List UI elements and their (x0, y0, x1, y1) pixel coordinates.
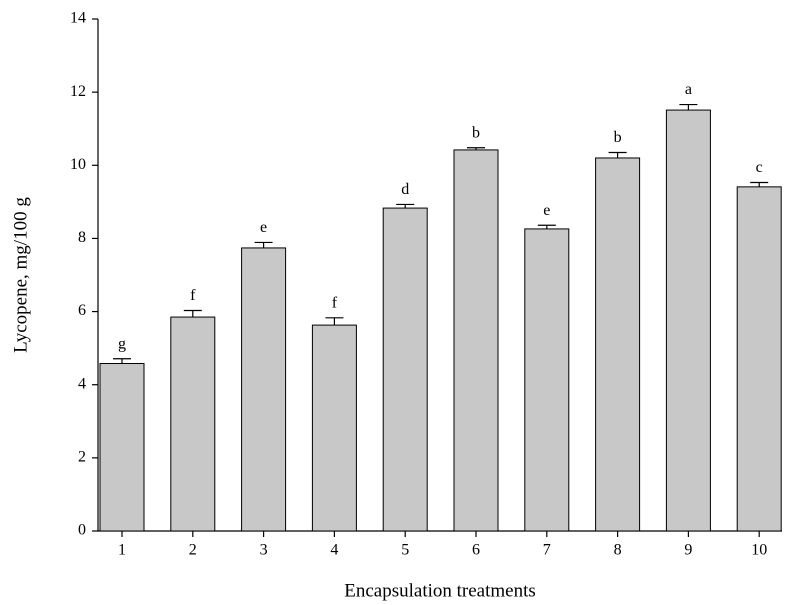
x-tick-label: 4 (330, 542, 338, 559)
annotation: b (614, 129, 622, 146)
bar (382, 207, 428, 532)
y-tick-label: 8 (78, 229, 86, 246)
annotation: c (756, 159, 763, 176)
error-bar (113, 358, 131, 364)
y-tick-label: 0 (78, 522, 86, 539)
y-tick-label: 2 (78, 449, 86, 466)
bar (524, 228, 570, 532)
y-tick-label: 4 (78, 375, 86, 392)
bar (595, 157, 641, 532)
annotation: e (543, 202, 550, 219)
annotation: e (260, 219, 267, 236)
x-tick-label: 6 (472, 542, 480, 559)
error-bar (254, 241, 273, 248)
y-tick-label: 10 (70, 156, 86, 173)
annotation: b (472, 124, 480, 141)
x-tick-label: 10 (751, 542, 767, 559)
bar (311, 324, 357, 532)
error-bar (537, 224, 556, 229)
y-tick-label: 6 (78, 302, 86, 319)
error-bar (183, 309, 202, 318)
error-bar (608, 151, 627, 158)
annotation: f (190, 287, 196, 304)
annotation: f (332, 294, 338, 311)
x-tick-label: 3 (260, 542, 268, 559)
error-bar (396, 203, 415, 209)
annotation: g (118, 335, 126, 352)
y-tick-label: 12 (70, 83, 86, 100)
error-bar (679, 103, 698, 111)
x-tick-label: 1 (118, 542, 126, 559)
x-axis-title: Encapsulation treatments (344, 580, 536, 601)
x-tick-label: 7 (543, 542, 551, 559)
x-tick-label: 5 (401, 542, 409, 559)
annotation: a (685, 81, 692, 98)
x-tick-label: 9 (684, 542, 692, 559)
error-bar (750, 181, 769, 187)
annotation: d (401, 181, 409, 198)
bar (170, 316, 216, 532)
x-tick-label: 2 (189, 542, 197, 559)
bar (99, 363, 145, 532)
bar (736, 186, 782, 532)
bar (665, 109, 711, 532)
y-axis-title: Lycopene, mg/100 g (10, 197, 31, 353)
x-tick-label: 8 (614, 542, 622, 559)
error-bar (467, 147, 485, 150)
error-bar (325, 317, 344, 326)
bar (453, 149, 499, 532)
y-tick-label: 14 (70, 10, 86, 27)
bar (241, 247, 287, 532)
